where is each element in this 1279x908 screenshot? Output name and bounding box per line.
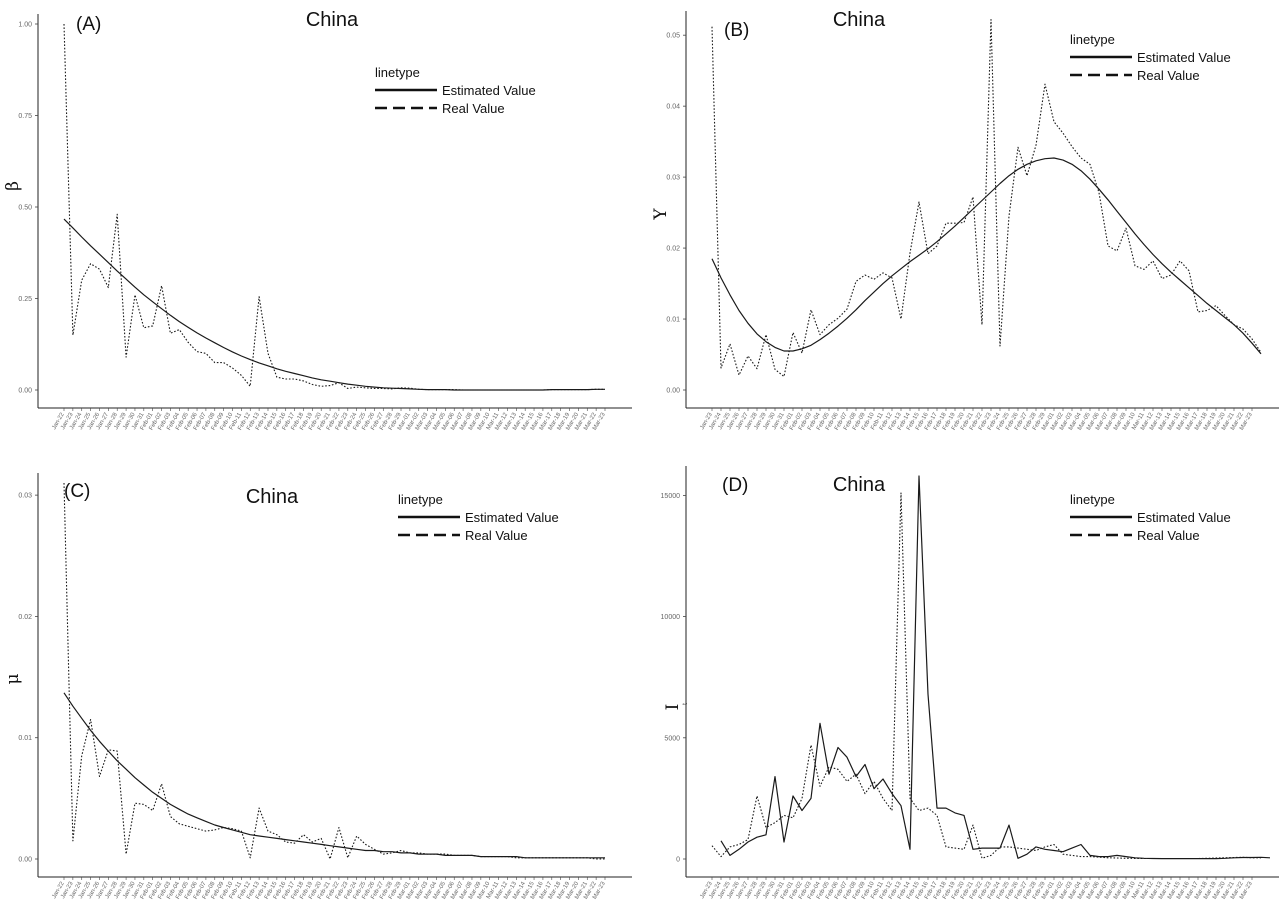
y-axis-label: Y [651, 208, 671, 221]
panel-c: (C) China μ linetype Estimated Value Rea… [3, 473, 632, 900]
legend-entry-real: Real Value [1137, 68, 1200, 83]
y-tick-label: 1.00 [18, 22, 32, 29]
legend-title: linetype [398, 492, 443, 507]
y-tick-label: 0.50 [18, 205, 32, 212]
y-tick-label: 0.01 [18, 735, 32, 742]
legend: linetype Estimated Value Real Value [1070, 32, 1231, 83]
panel-label: (C) [64, 481, 90, 502]
legend-entry-real: Real Value [465, 528, 528, 543]
panel-label: (D) [722, 475, 748, 496]
panel-label: (A) [76, 14, 101, 35]
series-line-estimated [711, 157, 1262, 355]
legend-entry-estimated: Estimated Value [442, 83, 536, 98]
y-tick-label: 0.00 [18, 388, 32, 395]
legend: linetype Estimated Value Real Value [375, 65, 536, 116]
panel-b: (B) China Y linetype Estimated Value Rea… [651, 9, 1279, 431]
y-tick-label: 5000 [664, 735, 680, 742]
series-line-real [63, 482, 605, 860]
panel-a: (A) China β linetype Estimated Value Rea… [3, 9, 632, 431]
series-line-real [711, 19, 1262, 378]
legend: linetype Estimated Value Real Value [1070, 492, 1231, 543]
y-tick-label: 0.00 [666, 388, 680, 395]
chart-title: China [246, 486, 299, 508]
y-tick-label: 0.75 [18, 113, 32, 120]
legend-entry-real: Real Value [442, 101, 505, 116]
chart-title: China [833, 9, 886, 31]
y-axis-label: I [663, 704, 683, 711]
legend-title: linetype [375, 65, 420, 80]
y-tick-label: 0.05 [666, 33, 680, 40]
y-tick-label: 0.03 [666, 175, 680, 182]
y-tick-label: 0.00 [18, 857, 32, 864]
series-line-estimated [63, 692, 605, 859]
panel-d: (D) China I t linetype Estimated Value R… [661, 466, 1279, 900]
legend-entry-real: Real Value [1137, 528, 1200, 543]
legend: linetype Estimated Value Real Value [398, 492, 559, 543]
y-tick-label: 10000 [661, 614, 681, 621]
panel-label: (B) [724, 20, 749, 41]
y-tick-label: 0.02 [666, 246, 680, 253]
series-line-real [711, 492, 1261, 860]
legend-entry-estimated: Estimated Value [1137, 510, 1231, 525]
series-line-estimated [63, 218, 605, 391]
y-tick-label: 0.02 [18, 614, 32, 621]
y-axis-label: β [3, 181, 23, 191]
chart-title: China [306, 9, 359, 31]
legend-title: linetype [1070, 32, 1115, 47]
series-line-real [63, 23, 605, 391]
y-tick-label: 0 [676, 857, 680, 864]
y-tick-label: 0.01 [666, 317, 680, 324]
chart-title: China [833, 474, 886, 496]
legend-entry-estimated: Estimated Value [465, 510, 559, 525]
y-axis-label: μ [3, 673, 23, 684]
y-tick-label: 15000 [661, 493, 681, 500]
y-tick-label: 0.04 [666, 104, 680, 111]
legend-entry-estimated: Estimated Value [1137, 50, 1231, 65]
y-tick-label: 0.25 [18, 296, 32, 303]
y-tick-label: 0.03 [18, 493, 32, 500]
legend-title: linetype [1070, 492, 1115, 507]
